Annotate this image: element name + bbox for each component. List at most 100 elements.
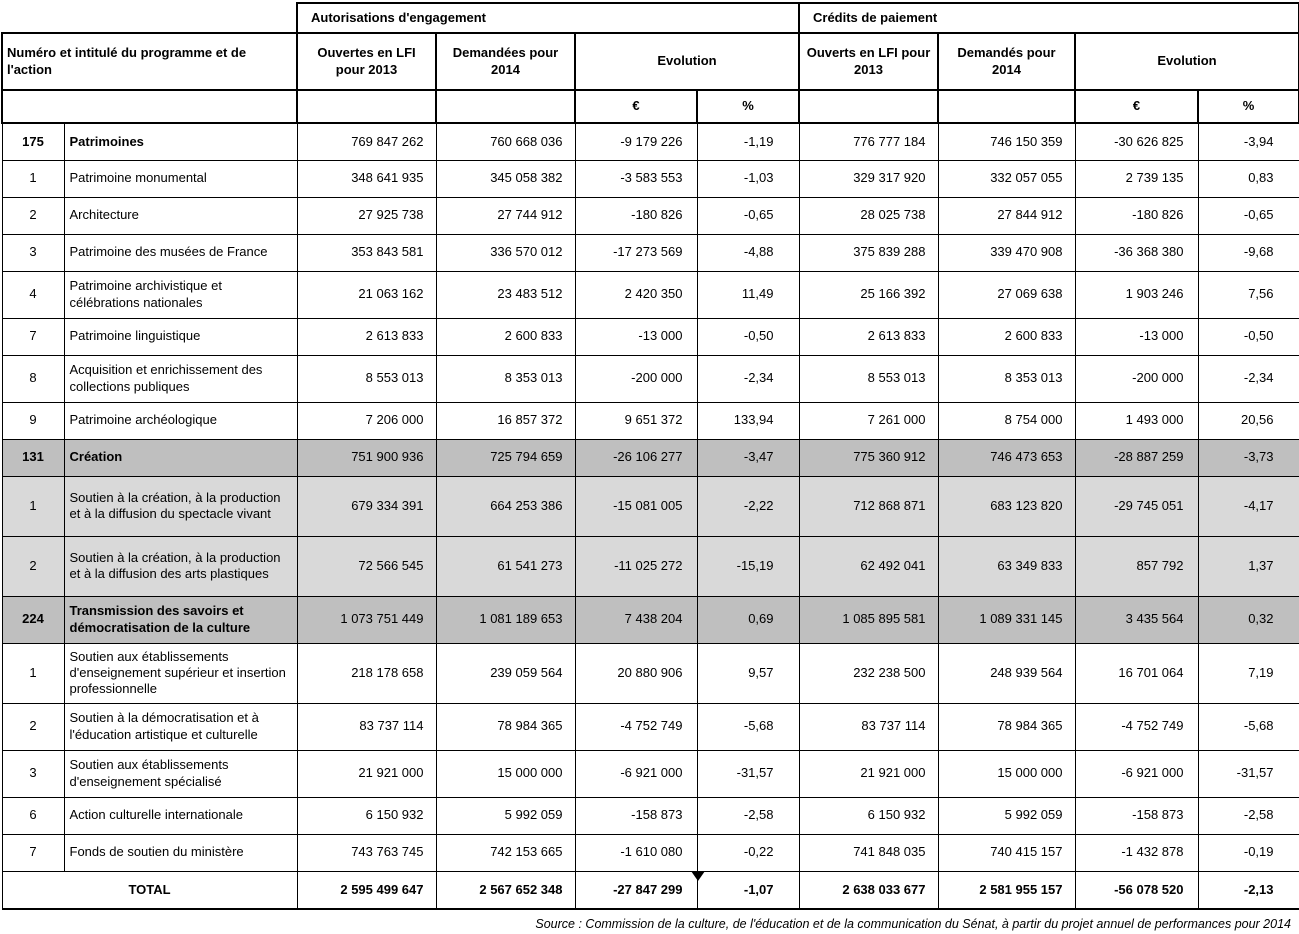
cp-evolution-euro-cell: 16 701 064 xyxy=(1074,642,1199,704)
row-number-cell: 175 xyxy=(1,122,65,161)
row-label-cell: Patrimoine linguistique xyxy=(63,317,298,356)
ae-lfi-cell: 27 925 738 xyxy=(296,196,437,235)
action-row: 8 Acquisition et enrichissement des colle… xyxy=(1,354,1299,403)
row-label-cell: Patrimoine des musées de France xyxy=(63,233,298,272)
ae-evolution-euro-cell: -180 826 xyxy=(574,196,698,235)
action-row: 2 Soutien à la création, à la production … xyxy=(1,535,1299,597)
cp-evolution-pct-cell: -2,34 xyxy=(1197,354,1299,403)
ae-requested-cell: 78 984 365 xyxy=(435,702,576,751)
ae-percent-header: % xyxy=(696,89,800,124)
cp-evolution-euro-cell: 1 903 246 xyxy=(1074,270,1199,319)
empty-cell xyxy=(937,89,1076,124)
ae-evolution-pct-cell: -0,65 xyxy=(696,196,800,235)
row-label-cell: Architecture xyxy=(63,196,298,235)
ae-requested-cell: 1 081 189 653 xyxy=(435,595,576,644)
cp-evolution-euro-cell: -29 745 051 xyxy=(1074,475,1199,537)
ae-evolution-pct-cell: -1,19 xyxy=(696,122,800,161)
cp-requested-cell: 1 089 331 145 xyxy=(937,595,1076,644)
ae-lfi-cell: 348 641 935 xyxy=(296,159,437,198)
cp-requested-cell: 63 349 833 xyxy=(937,535,1076,597)
ae-requested-cell: 725 794 659 xyxy=(435,438,576,477)
row-label-cell: Soutien aux établissements d'enseignemen… xyxy=(63,749,298,798)
ae-lfi-cell: 21 063 162 xyxy=(296,270,437,319)
cp-requested-cell: 746 473 653 xyxy=(937,438,1076,477)
row-number-cell: 131 xyxy=(1,438,65,477)
cp-lfi-cell: 8 553 013 xyxy=(798,354,939,403)
total-cp-requested-cell: 2 581 955 157 xyxy=(937,870,1076,910)
row-label-cell: Action culturelle internationale xyxy=(63,796,298,835)
ae-lfi-cell: 769 847 262 xyxy=(296,122,437,161)
total-cp-evolution-euro-cell: -56 078 520 xyxy=(1074,870,1199,910)
cp-requested-cell: 27 069 638 xyxy=(937,270,1076,319)
row-label-cell: Soutien à la démocratisation et à l'éduc… xyxy=(63,702,298,751)
ae-evolution-pct-cell: -31,57 xyxy=(696,749,800,798)
row-number-cell: 1 xyxy=(1,159,65,198)
cp-lfi-cell: 776 777 184 xyxy=(798,122,939,161)
row-label-cell: Soutien aux établissements d'enseignemen… xyxy=(63,642,298,704)
cp-requested-cell: 339 470 908 xyxy=(937,233,1076,272)
row-label-cell: Patrimoines xyxy=(63,122,298,161)
row-number-cell: 2 xyxy=(1,196,65,235)
cp-evolution-euro-cell: -13 000 xyxy=(1074,317,1199,356)
row-number-cell: 2 xyxy=(1,702,65,751)
ae-evolution-euro-cell: -15 081 005 xyxy=(574,475,698,537)
empty-corner-cell xyxy=(2,3,297,33)
program-row: 175 Patrimoines 769 847 262 760 668 036 -9 1… xyxy=(1,122,1299,161)
row-label-cell: Fonds de soutien du ministère xyxy=(63,833,298,872)
ae-evolution-pct-cell: -5,68 xyxy=(696,702,800,751)
cp-evolution-euro-cell: -6 921 000 xyxy=(1074,749,1199,798)
group-header-row: Autorisations d'engagement Crédits de pa… xyxy=(2,2,1299,34)
total-ae-lfi-cell: 2 595 499 647 xyxy=(296,870,437,910)
row-number-cell: 4 xyxy=(1,270,65,319)
ae-evolution-pct-cell: -1,03 xyxy=(696,159,800,198)
cp-lfi-cell: 7 261 000 xyxy=(798,401,939,440)
cp-lfi-cell: 6 150 932 xyxy=(798,796,939,835)
empty-cell xyxy=(296,89,437,124)
row-number-cell: 3 xyxy=(1,749,65,798)
cp-evolution-euro-cell: 2 739 135 xyxy=(1074,159,1199,198)
cell-marker-icon xyxy=(690,870,705,881)
action-row: 1 Soutien aux établissements d'enseigneme… xyxy=(1,642,1299,704)
ae-evolution-euro-cell: 9 651 372 xyxy=(574,401,698,440)
cp-evolution-euro-cell: -30 626 825 xyxy=(1074,122,1199,161)
column-header-row: Numéro et intitulé du programme et de l'… xyxy=(1,32,1299,91)
cp-evolution-euro-cell: -1 432 878 xyxy=(1074,833,1199,872)
total-ae-evolution-euro-cell: -27 847 299 xyxy=(574,870,705,910)
cp-lfi-cell: 25 166 392 xyxy=(798,270,939,319)
cp-evolution-pct-cell: -4,17 xyxy=(1197,475,1299,537)
ae-requested-cell: 61 541 273 xyxy=(435,535,576,597)
cp-evolution-pct-cell: -31,57 xyxy=(1197,749,1299,798)
row-number-cell: 3 xyxy=(1,233,65,272)
row-number-cell: 1 xyxy=(1,642,65,704)
cp-requested-cell: 27 844 912 xyxy=(937,196,1076,235)
cp-evolution-pct-cell: -0,50 xyxy=(1197,317,1299,356)
ae-evolution-euro-cell: -158 873 xyxy=(574,796,698,835)
ae-evolution-pct-cell: 9,57 xyxy=(696,642,800,704)
row-label-cell: Soutien à la création, à la production e… xyxy=(63,535,298,597)
ae-evolution-euro-cell: 7 438 204 xyxy=(574,595,698,644)
cp-evolution-euro-cell: 857 792 xyxy=(1074,535,1199,597)
ae-requested-cell: 16 857 372 xyxy=(435,401,576,440)
ae-evolution-euro-cell: -26 106 277 xyxy=(574,438,698,477)
cp-lfi-cell: 329 317 920 xyxy=(798,159,939,198)
action-row: 3 Soutien aux établissements d'enseigneme… xyxy=(1,749,1299,798)
ae-requested-cell: 5 992 059 xyxy=(435,796,576,835)
row-number-cell: 1 xyxy=(1,475,65,537)
table-body: 175 Patrimoines 769 847 262 760 668 036 -9 1… xyxy=(1,122,1299,910)
cp-evolution-pct-cell: 7,19 xyxy=(1197,642,1299,704)
cp-evolution-pct-cell: 7,56 xyxy=(1197,270,1299,319)
cp-requested-cell: 740 415 157 xyxy=(937,833,1076,872)
cp-requested-cell: 746 150 359 xyxy=(937,122,1076,161)
ae-requested-cell: 2 600 833 xyxy=(435,317,576,356)
row-label-cell: Création xyxy=(63,438,298,477)
cp-lfi-cell: 28 025 738 xyxy=(798,196,939,235)
cp-requested-cell: 332 057 055 xyxy=(937,159,1076,198)
cp-lfi-cell: 741 848 035 xyxy=(798,833,939,872)
action-row: 7 Patrimoine linguistique 2 613 833 2 600 8… xyxy=(1,317,1299,356)
ae-evolution-euro-cell: -9 179 226 xyxy=(574,122,698,161)
cp-evolution-pct-cell: 0,32 xyxy=(1197,595,1299,644)
cp-evolution-euro-cell: 3 435 564 xyxy=(1074,595,1199,644)
cp-lfi-cell: 2 613 833 xyxy=(798,317,939,356)
ae-lfi-cell: 353 843 581 xyxy=(296,233,437,272)
ae-lfi-cell: 8 553 013 xyxy=(296,354,437,403)
